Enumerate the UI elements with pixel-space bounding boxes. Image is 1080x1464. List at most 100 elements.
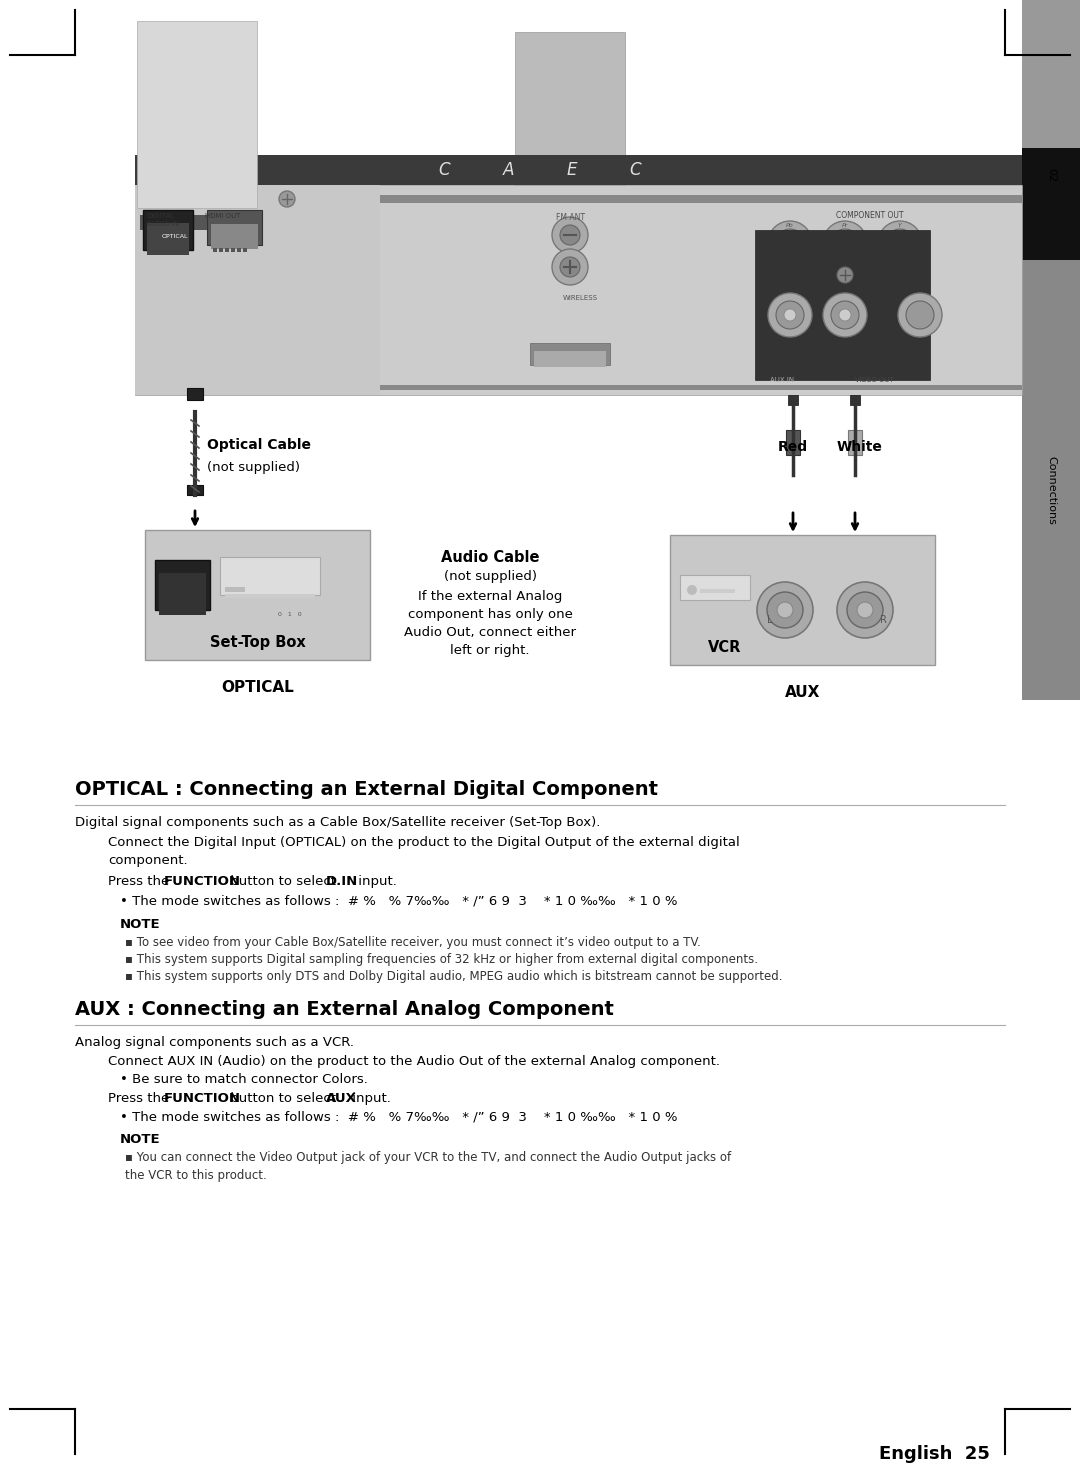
Bar [156, 561, 210, 610]
Bar [1022, 261, 1080, 700]
Circle shape [687, 586, 697, 594]
Text: button to select: button to select [226, 1092, 340, 1105]
Text: White: White [837, 441, 883, 454]
Text: NOTE: NOTE [120, 1133, 161, 1146]
Text: Set-Top Box: Set-Top Box [210, 634, 306, 650]
Bar [140, 215, 210, 230]
Bar [786, 430, 800, 455]
Bar [137, 20, 257, 208]
Circle shape [757, 583, 813, 638]
Text: OPTICAL : Connecting an External Digital Component: OPTICAL : Connecting an External Digital… [75, 780, 658, 799]
Text: 0   1   0: 0 1 0 [279, 612, 301, 618]
Text: DIGITAL
AUDIO IN: DIGITAL AUDIO IN [147, 212, 179, 227]
Text: R: R [879, 615, 887, 625]
Bar [187, 485, 203, 495]
Circle shape [784, 237, 796, 249]
Text: (not supplied): (not supplied) [207, 461, 300, 473]
Circle shape [767, 591, 804, 628]
Text: NOTE: NOTE [120, 918, 161, 931]
Text: • The mode switches as follows :  # %   % 7‰‰   * /” 6 9  3    * 1 0 ‰‰   * 1 0 : • The mode switches as follows : # % % 7… [120, 1111, 677, 1124]
Circle shape [768, 293, 812, 337]
Circle shape [837, 266, 853, 283]
Bar [1022, 0, 1080, 148]
Text: component has only one: component has only one [407, 608, 572, 621]
Text: FUNCTION: FUNCTION [164, 875, 241, 889]
Text: ▪ You can connect the Video Output jack of your VCR to the TV, and connect the A: ▪ You can connect the Video Output jack … [125, 1151, 731, 1181]
Circle shape [839, 237, 851, 249]
Text: ▪ To see video from your Cable Box/Satellite receiver, you must connect it’s vid: ▪ To see video from your Cable Box/Satel… [125, 935, 701, 949]
Circle shape [831, 228, 859, 258]
Text: 02: 02 [1047, 168, 1056, 182]
Text: left or right.: left or right. [450, 644, 530, 657]
Text: C          A          E          C: C A E C [438, 161, 642, 179]
Text: AUX: AUX [785, 685, 820, 700]
Text: HDMI OUT: HDMI OUT [205, 212, 241, 220]
Bar [680, 575, 750, 600]
Text: • The mode switches as follows :  # %   % 7‰‰   * /” 6 9  3    * 1 0 ‰‰   * 1 0 : • The mode switches as follows : # % % 7… [120, 895, 677, 908]
Circle shape [768, 221, 812, 265]
Text: Connections: Connections [1047, 455, 1056, 524]
Bar [207, 209, 262, 244]
Circle shape [777, 228, 804, 258]
Bar [225, 247, 229, 252]
Bar [243, 247, 247, 252]
Bar [237, 247, 241, 252]
Text: Optical Cable: Optical Cable [207, 438, 311, 452]
Bar [670, 534, 935, 665]
Text: WIRELESS: WIRELESS [563, 296, 597, 302]
Circle shape [777, 302, 804, 329]
Text: FM ANT: FM ANT [555, 212, 584, 223]
Text: Red: Red [778, 441, 808, 454]
Bar [213, 247, 217, 252]
Text: Connect AUX IN (Audio) on the product to the Audio Out of the external Analog co: Connect AUX IN (Audio) on the product to… [108, 1056, 720, 1069]
Bar [1022, 148, 1080, 261]
Bar [147, 223, 189, 255]
Text: Audio Out, connect either: Audio Out, connect either [404, 627, 576, 638]
Circle shape [839, 309, 851, 321]
Bar [135, 184, 380, 395]
Text: (not supplied): (not supplied) [444, 569, 537, 583]
Bar [219, 247, 222, 252]
Text: Audio Cable: Audio Cable [441, 550, 539, 565]
Circle shape [552, 249, 588, 285]
Circle shape [894, 237, 906, 249]
Text: OPTICAL: OPTICAL [162, 234, 188, 240]
Bar [145, 530, 370, 660]
Circle shape [777, 602, 793, 618]
Text: Digital signal components such as a Cable Box/Satellite receiver (Set-Top Box).: Digital signal components such as a Cabl… [75, 815, 600, 829]
Circle shape [837, 583, 893, 638]
Text: Connect the Digital Input (OPTICAL) on the product to the Digital Output of the : Connect the Digital Input (OPTICAL) on t… [108, 836, 740, 867]
Circle shape [847, 591, 883, 628]
Bar [225, 594, 315, 597]
Circle shape [823, 293, 867, 337]
Text: If the external Analog: If the external Analog [418, 590, 563, 603]
Text: AUX IN: AUX IN [770, 378, 794, 384]
Text: FUNCTION: FUNCTION [164, 1092, 241, 1105]
Bar [220, 556, 320, 594]
Text: Pr: Pr [841, 223, 848, 228]
Text: input.: input. [348, 1092, 391, 1105]
Text: VIDEO OUT: VIDEO OUT [855, 378, 894, 384]
Bar [143, 209, 193, 250]
Bar [135, 155, 1022, 184]
Bar [225, 587, 245, 591]
Circle shape [831, 302, 859, 329]
Text: Y: Y [899, 223, 902, 228]
Text: D.IN: D.IN [326, 875, 359, 889]
Bar [848, 430, 862, 455]
Circle shape [878, 221, 922, 265]
Bar [211, 224, 258, 249]
Circle shape [897, 293, 942, 337]
Circle shape [279, 190, 295, 206]
Bar [515, 32, 625, 209]
Text: Analog signal components such as a VCR.: Analog signal components such as a VCR. [75, 1037, 354, 1050]
Circle shape [552, 217, 588, 253]
Text: input.: input. [354, 875, 396, 889]
Bar [788, 395, 798, 406]
Bar [530, 343, 610, 365]
Text: • Be sure to match connector Colors.: • Be sure to match connector Colors. [120, 1073, 368, 1086]
Circle shape [561, 258, 580, 277]
Text: L: L [767, 615, 773, 625]
Text: button to select: button to select [226, 875, 340, 889]
Text: AUX: AUX [326, 1092, 356, 1105]
